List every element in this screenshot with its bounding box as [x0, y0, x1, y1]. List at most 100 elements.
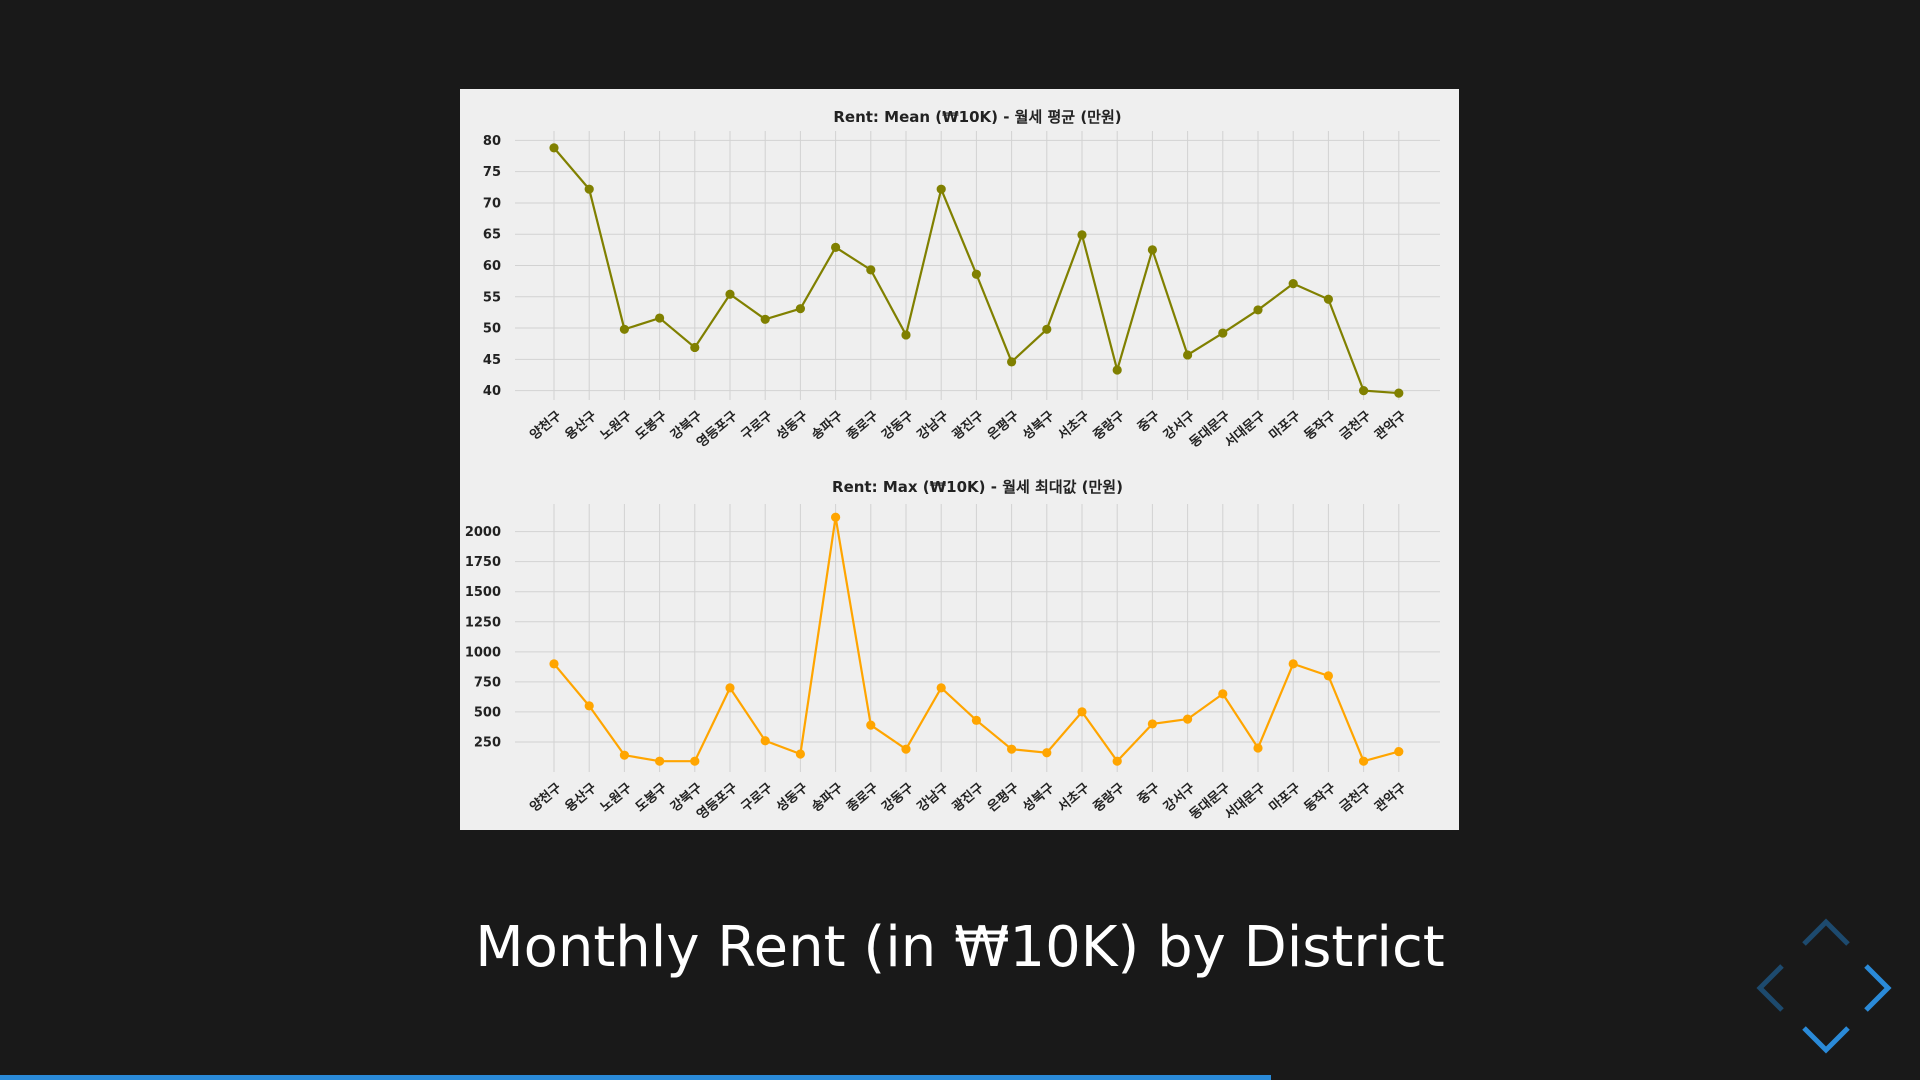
xtick-label: 강남구 — [914, 780, 952, 815]
xtick-label: 종로구 — [844, 409, 881, 444]
xtick-label: 중랑구 — [1091, 409, 1128, 444]
ytick-label: 55 — [483, 290, 501, 305]
data-point — [655, 756, 665, 766]
data-point — [971, 715, 981, 725]
xtick-label: 서초구 — [1055, 409, 1092, 444]
xtick-label: 종로구 — [844, 781, 881, 816]
xtick-label: 서대문구 — [1222, 409, 1268, 451]
data-point — [549, 143, 559, 153]
ytick-label: 1250 — [465, 615, 501, 630]
nav-left-button[interactable] — [1756, 962, 1786, 1014]
ytick-label: 2000 — [465, 525, 501, 540]
data-point — [866, 720, 876, 730]
xtick-label: 강남구 — [914, 408, 952, 443]
xtick-label: 노원구 — [598, 409, 635, 444]
ytick-label: 40 — [483, 384, 501, 399]
data-point — [795, 304, 805, 314]
xtick-label: 은평구 — [984, 408, 1022, 443]
data-point — [1077, 707, 1087, 717]
xtick-label: 노원구 — [598, 781, 635, 816]
data-point — [1359, 386, 1369, 396]
ytick-label: 80 — [483, 134, 501, 149]
data-point — [1007, 357, 1017, 367]
data-point — [619, 750, 629, 760]
data-point — [866, 265, 876, 275]
ytick-label: 50 — [483, 322, 501, 337]
xtick-label: 관악구 — [1372, 780, 1410, 815]
data-point — [1218, 328, 1228, 338]
xtick-label: 서대문구 — [1222, 781, 1268, 823]
data-point — [655, 313, 665, 323]
xtick-label: 중랑구 — [1091, 781, 1128, 816]
data-point — [1218, 689, 1228, 699]
nav-up-button[interactable] — [1800, 918, 1852, 948]
xtick-label: 관악구 — [1372, 408, 1410, 443]
progress-fill — [0, 1075, 1272, 1080]
xtick-label: 강동구 — [879, 408, 917, 443]
data-point — [619, 324, 629, 334]
xtick-label: 도봉구 — [633, 781, 670, 816]
data-point — [760, 736, 770, 746]
data-point — [1112, 756, 1122, 766]
ytick-label: 750 — [474, 675, 501, 690]
data-point — [1288, 659, 1298, 669]
chevron-down-icon — [1802, 1026, 1850, 1054]
xtick-label: 동작구 — [1301, 780, 1339, 815]
ytick-label: 1500 — [465, 585, 501, 600]
xtick-label: 영등포구 — [694, 781, 740, 823]
data-point — [1288, 279, 1298, 289]
xtick-label: 양천구 — [527, 409, 564, 444]
nav-right-button[interactable] — [1862, 962, 1892, 1014]
data-point — [1147, 245, 1157, 255]
data-point — [584, 184, 594, 194]
xtick-label: 구로구 — [739, 409, 776, 444]
xtick-label: 금천구 — [1337, 781, 1374, 816]
chart-title-mean: Rent: Mean (₩10K) - 월세 평균 (만원) — [833, 108, 1121, 126]
data-point — [1007, 744, 1017, 754]
data-point — [971, 269, 981, 279]
xtick-label: 영등포구 — [694, 409, 740, 451]
data-point — [1183, 714, 1193, 724]
data-point — [1359, 756, 1369, 766]
data-point — [1394, 388, 1404, 398]
data-point — [1394, 746, 1404, 757]
xtick-label: 성동구 — [774, 781, 811, 816]
nav-down-button[interactable] — [1800, 1024, 1852, 1054]
xtick-label: 중구 — [1135, 409, 1163, 436]
ytick-label: 250 — [474, 735, 501, 750]
data-point — [1253, 743, 1263, 753]
data-point — [1183, 350, 1193, 360]
xtick-label: 양천구 — [527, 781, 564, 816]
ytick-label: 45 — [483, 353, 501, 368]
data-point — [831, 512, 841, 522]
data-point — [725, 683, 735, 693]
data-point — [901, 330, 911, 340]
ytick-label: 500 — [474, 705, 501, 720]
data-point — [1147, 719, 1157, 729]
data-point — [690, 756, 700, 766]
xtick-label: 광진구 — [949, 408, 987, 443]
xtick-label: 송파구 — [809, 409, 846, 444]
chevron-left-icon — [1756, 964, 1784, 1012]
xtick-label: 성북구 — [1020, 409, 1057, 444]
chart-figure: Rent: Mean (₩10K) - 월세 평균 (만원) 40 45 50 55 60… — [460, 89, 1459, 830]
data-point — [1112, 365, 1122, 375]
ytick-label: 70 — [483, 196, 501, 211]
xtick-label: 마포구 — [1266, 780, 1304, 815]
data-point — [549, 659, 559, 669]
xtick-label: 서초구 — [1055, 781, 1092, 816]
chevron-up-icon — [1802, 918, 1850, 946]
progress-bar — [0, 1075, 1920, 1080]
data-point — [831, 242, 841, 252]
chart-canvas: Rent: Mean (₩10K) - 월세 평균 (만원) 40 45 50 55 60… — [465, 108, 1440, 823]
xtick-label: 성동구 — [774, 409, 811, 444]
data-point — [936, 184, 946, 194]
data-point — [584, 701, 594, 711]
xtick-label: 송파구 — [809, 781, 846, 816]
data-point — [1323, 294, 1333, 304]
ytick-label: 1750 — [465, 555, 501, 570]
ytick-label: 65 — [483, 228, 501, 243]
slide-title: Monthly Rent (in ₩10K) by District — [475, 915, 1445, 980]
xtick-label: 용산구 — [562, 780, 600, 815]
xtick-label: 광진구 — [949, 780, 987, 815]
